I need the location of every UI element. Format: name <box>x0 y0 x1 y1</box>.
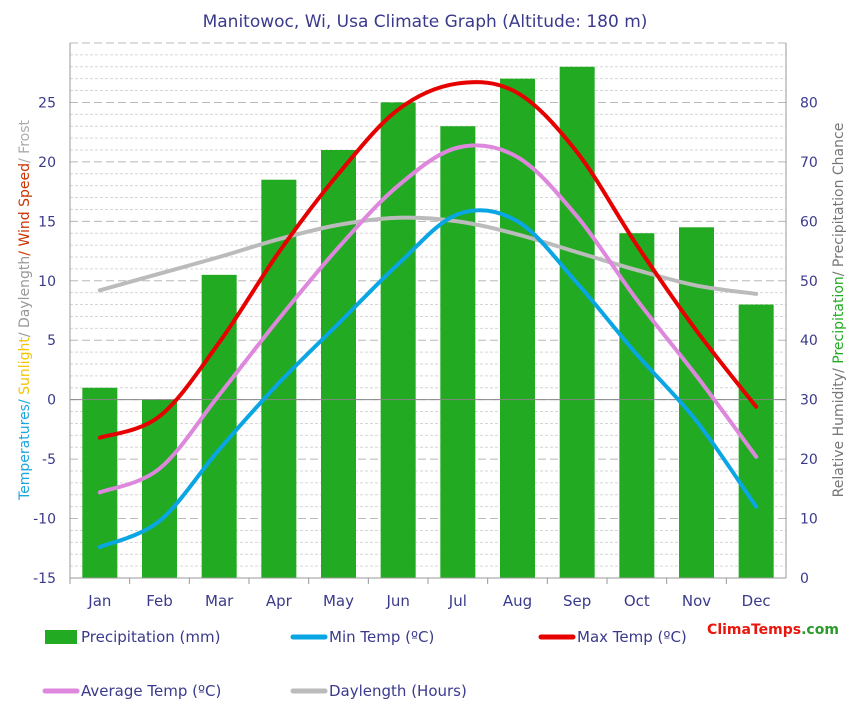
axis-label-part: / <box>17 328 33 337</box>
precipitation-bar <box>201 274 237 578</box>
axis-label-part: Daylength <box>17 256 33 328</box>
right-tick-label: 20 <box>800 452 818 468</box>
axis-label-part: / <box>17 247 33 256</box>
right-tick-label: 50 <box>800 274 818 290</box>
right-tick-label: 40 <box>800 333 818 349</box>
x-tick-label: Dec <box>742 592 771 610</box>
legend-label: Max Temp (ºC) <box>577 628 687 646</box>
axis-label-part: Precipitation <box>831 276 847 364</box>
axis-label-part: Wind Speed <box>17 163 33 247</box>
chart-title: Manitowoc, Wi, Usa Climate Graph (Altitu… <box>203 12 648 32</box>
precipitation-bar <box>261 179 297 578</box>
right-tick-label: 0 <box>800 571 809 587</box>
legend-item: Max Temp (ºC) <box>538 628 687 646</box>
right-axis-ticks: 0 10 20 30 40 50 60 70 80 <box>800 95 818 587</box>
x-tick-label: Aug <box>503 592 532 610</box>
climatemps-watermark: ClimaTemps.com <box>707 622 839 638</box>
axes <box>69 43 787 579</box>
left-tick-label: 20 <box>38 155 56 171</box>
series-line <box>97 208 759 550</box>
legend-label: Daylength (Hours) <box>329 682 467 700</box>
axis-label-part: Clima <box>707 622 751 638</box>
precipitation-bar <box>500 78 535 579</box>
precipitation-bars <box>82 66 774 579</box>
precipitation-bar <box>321 150 356 578</box>
right-tick-label: 10 <box>800 512 818 528</box>
right-tick-label: 30 <box>800 393 818 409</box>
left-tick-label: 10 <box>38 274 56 290</box>
series-line <box>97 215 759 296</box>
legend-item: Daylength (Hours) <box>290 682 467 700</box>
precipitation-bar <box>619 233 655 578</box>
left-axis-ticks: -15 -10 -5 0 5 10 15 20 25 <box>33 95 56 587</box>
precipitation-bar <box>440 126 476 578</box>
x-axis-ticks: Jan Feb Mar Apr May Jun Jul Aug Sep Oct Nov Dec <box>69 578 771 610</box>
axis-label-part: / <box>831 267 847 276</box>
x-tick-label: Feb <box>146 592 173 610</box>
grid-lines <box>70 42 786 579</box>
legend-item: Precipitation (mm) <box>45 628 220 646</box>
left-tick-label: 25 <box>38 95 56 111</box>
legend-label: Min Temp (ºC) <box>329 628 434 646</box>
left-tick-label: -15 <box>33 571 56 587</box>
axis-label-part: .com <box>801 622 839 638</box>
precipitation-bar <box>142 399 177 578</box>
x-tick-label: Oct <box>624 592 650 610</box>
x-tick-label: May <box>323 592 354 610</box>
axis-label-part: / <box>17 395 33 404</box>
x-tick-label: Nov <box>682 592 711 610</box>
precipitation-bar <box>679 227 714 578</box>
left-tick-label: 0 <box>47 393 56 409</box>
axis-label-part: Temps <box>751 622 801 638</box>
left-tick-label: 5 <box>47 333 56 349</box>
precipitation-bar <box>559 66 595 579</box>
axis-label-part: / <box>831 364 847 373</box>
axis-label-part: Sunlight <box>17 337 33 395</box>
right-tick-label: 60 <box>800 214 818 230</box>
left-tick-label: -10 <box>33 512 56 528</box>
axis-label-part: Precipitation Chance <box>831 123 847 267</box>
axis-label-part: Frost <box>17 120 33 154</box>
x-tick-label: Sep <box>563 592 591 610</box>
x-tick-label: Apr <box>266 592 293 610</box>
axis-label-part: Relative Humidity <box>831 373 847 497</box>
left-tick-label: -5 <box>42 452 56 468</box>
legend-item: Min Temp (ºC) <box>290 628 434 646</box>
legend-label: Average Temp (ºC) <box>81 682 221 700</box>
right-tick-label: 70 <box>800 155 818 171</box>
series-line <box>97 80 759 440</box>
right-tick-label: 80 <box>800 95 818 111</box>
x-tick-label: Mar <box>205 592 234 610</box>
precipitation-bar <box>82 387 118 578</box>
legend-swatch <box>45 630 77 644</box>
temperature-lines <box>97 80 759 550</box>
right-axis-label: Relative Humidity/ Precipitation/ Precip… <box>831 123 847 498</box>
left-axis-label: Temperatures/ Sunlight/ Daylength/ Wind … <box>17 120 33 501</box>
legend-item: Average Temp (ºC) <box>42 682 221 700</box>
axis-label-part: / <box>17 154 33 163</box>
series-line <box>97 143 759 495</box>
x-tick-label: Jun <box>385 592 409 610</box>
x-tick-label: Jan <box>87 592 111 610</box>
left-tick-label: 15 <box>38 214 56 230</box>
precipitation-bar <box>380 102 416 578</box>
legend-label: Precipitation (mm) <box>81 628 220 646</box>
x-tick-label: Jul <box>448 592 467 610</box>
axis-label-part: Temperatures <box>17 404 33 501</box>
legend: Precipitation (mm) Min Temp (ºC) Max Temp … <box>42 628 687 700</box>
